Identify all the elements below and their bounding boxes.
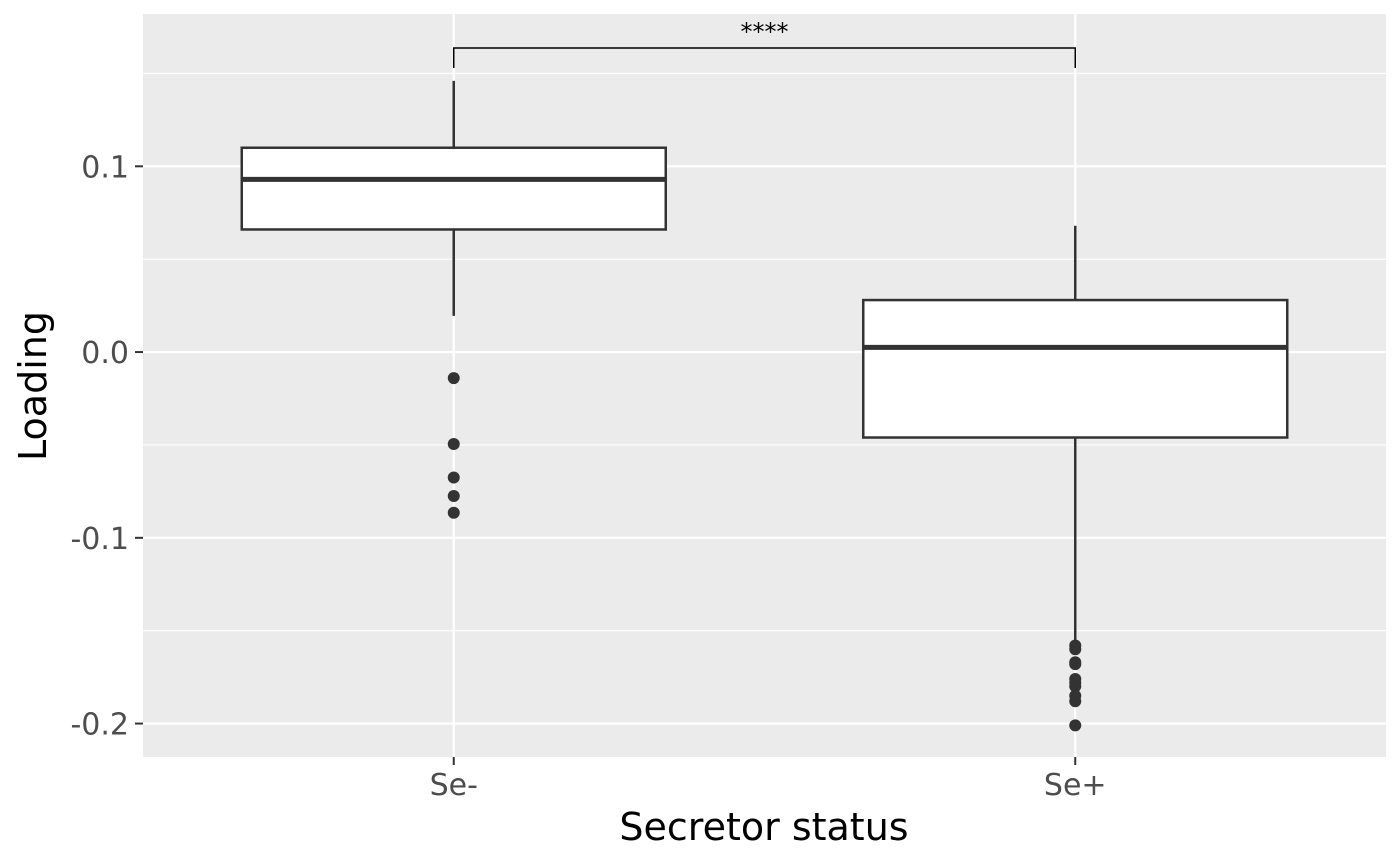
significance-label: **** xyxy=(741,18,789,46)
y-tick-label: 0.1 xyxy=(81,150,129,185)
box-iqr xyxy=(862,298,1289,439)
outlier-points xyxy=(447,372,1082,732)
x-axis-title: Secretor status xyxy=(619,805,908,849)
outlier-point xyxy=(447,471,460,484)
outlier-point xyxy=(447,490,460,503)
y-tick-label: -0.1 xyxy=(70,522,129,557)
y-axis-title: Loading xyxy=(11,311,55,461)
outlier-point xyxy=(1069,643,1082,656)
outlier-point xyxy=(1069,680,1082,693)
outlier-point xyxy=(447,372,460,385)
outlier-point xyxy=(1069,719,1082,732)
outlier-point xyxy=(1069,695,1082,708)
outlier-point xyxy=(1069,658,1082,671)
y-tick-label: -0.2 xyxy=(70,708,129,743)
outlier-point xyxy=(447,506,460,519)
outlier-point xyxy=(447,438,460,451)
y-axis-ticks: 0.1 0.0 -0.1 -0.2 xyxy=(70,150,143,743)
x-axis-ticks: Se- Se+ xyxy=(430,757,1107,803)
x-tick-label: Se- xyxy=(430,768,478,803)
significance-annotation: **** xyxy=(453,18,1076,68)
y-tick-label: 0.0 xyxy=(81,336,129,371)
box-iqr xyxy=(240,146,667,231)
boxes xyxy=(240,80,1289,644)
significance-bracket xyxy=(453,47,1076,68)
x-tick-label: Se+ xyxy=(1044,768,1107,803)
